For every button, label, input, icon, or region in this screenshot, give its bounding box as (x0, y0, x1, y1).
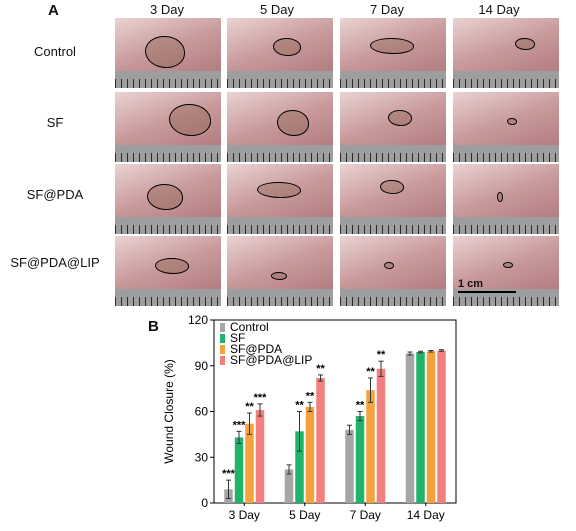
x-tick-label-2: 7 Day (350, 508, 381, 522)
significance-2-2: ** (366, 366, 375, 378)
significance-1-0: *** (233, 419, 247, 431)
legend-swatch-0 (220, 323, 225, 332)
bar-0-1 (284, 469, 294, 503)
legend-label-3: SF@PDA@LIP (230, 353, 312, 367)
x-tick-label-3: 14 Day (407, 508, 445, 522)
bar-1-1 (295, 431, 304, 503)
bar-3-0 (255, 409, 265, 503)
significance-0-0: *** (222, 468, 236, 480)
scale-bar: 1 cm (458, 278, 516, 293)
bar-2-0 (245, 423, 254, 503)
bar-3-2 (376, 368, 386, 503)
bar-2-2 (366, 390, 375, 503)
wound-photo-sf-day14 (453, 92, 559, 162)
wound-photo-sf-pda-day3 (115, 164, 221, 234)
legend-label-0: Control (230, 320, 269, 334)
wound-photo-sf-pda-day7 (340, 164, 446, 234)
row-label-sf: SF (46, 115, 64, 130)
legend-swatch-1 (220, 334, 225, 343)
wound-photo-sf-pda-day5 (227, 164, 333, 234)
bar-1-3 (416, 352, 425, 503)
legend-swatch-2 (220, 345, 225, 354)
panel-a-label: A (48, 2, 59, 19)
y-axis-label: Wound Closure (%) (162, 359, 176, 463)
significance-1-1: ** (295, 400, 304, 412)
row-label-control: Control (34, 44, 76, 59)
bar-3-1 (316, 377, 325, 503)
significance-2-1: ** (306, 390, 315, 402)
wound-photo-sf-pda-lip-day14 (453, 236, 559, 306)
column-header-day14: 14 Day (478, 2, 520, 17)
column-header-day7: 7 Day (370, 2, 404, 17)
x-tick-label-1: 5 Day (289, 508, 320, 522)
y-tick-label-0: 0 (201, 496, 208, 510)
wound-photo-control-day7 (340, 18, 446, 88)
wound-photo-control-day14 (453, 18, 559, 88)
wound-photo-sf-day7 (340, 92, 446, 162)
y-tick-label-2: 60 (195, 405, 209, 419)
column-header-day5: 5 Day (260, 2, 294, 17)
significance-3-2: ** (377, 349, 386, 361)
y-tick-label-1: 30 (195, 450, 209, 464)
wound-photo-control-day3 (115, 18, 221, 88)
bar-0-2 (345, 429, 354, 503)
significance-1-2: ** (356, 400, 365, 412)
column-header-day3: 3 Day (150, 2, 184, 17)
significance-2-0: ** (245, 401, 254, 413)
bar-0-3 (405, 353, 415, 503)
wound-photo-sf-pda-lip-day7 (340, 236, 446, 306)
significance-3-1: ** (316, 363, 325, 375)
bar-2-1 (305, 406, 315, 503)
row-label-sf-pda: SF@PDA (26, 187, 84, 202)
y-tick-label-4: 120 (188, 313, 208, 327)
wound-photo-control-day5 (227, 18, 333, 88)
row-label-sf-pda-lip: SF@PDA@LIP (10, 255, 100, 270)
bar-1-0 (234, 437, 244, 503)
bar-3-3 (437, 350, 446, 503)
wound-photo-sf-pda-lip-day5 (227, 236, 333, 306)
panel-b-label: B (148, 318, 159, 335)
scale-bar-label: 1 cm (458, 278, 484, 290)
wound-photo-sf-pda-lip-day3 (115, 236, 221, 306)
wound-photo-sf-day5 (227, 92, 333, 162)
legend-label-2: SF@PDA (230, 342, 282, 356)
significance-3-0: *** (254, 392, 268, 404)
wound-photo-sf-pda-day14 (453, 164, 559, 234)
legend-swatch-3 (220, 356, 225, 365)
wound-photo-sf-day3 (115, 92, 221, 162)
legend-label-1: SF (230, 331, 245, 345)
scale-bar-line (458, 291, 516, 293)
x-tick-label-0: 3 Day (229, 508, 260, 522)
bar-2-3 (426, 351, 436, 503)
y-tick-label-3: 90 (195, 359, 209, 373)
bar-1-2 (355, 416, 365, 503)
